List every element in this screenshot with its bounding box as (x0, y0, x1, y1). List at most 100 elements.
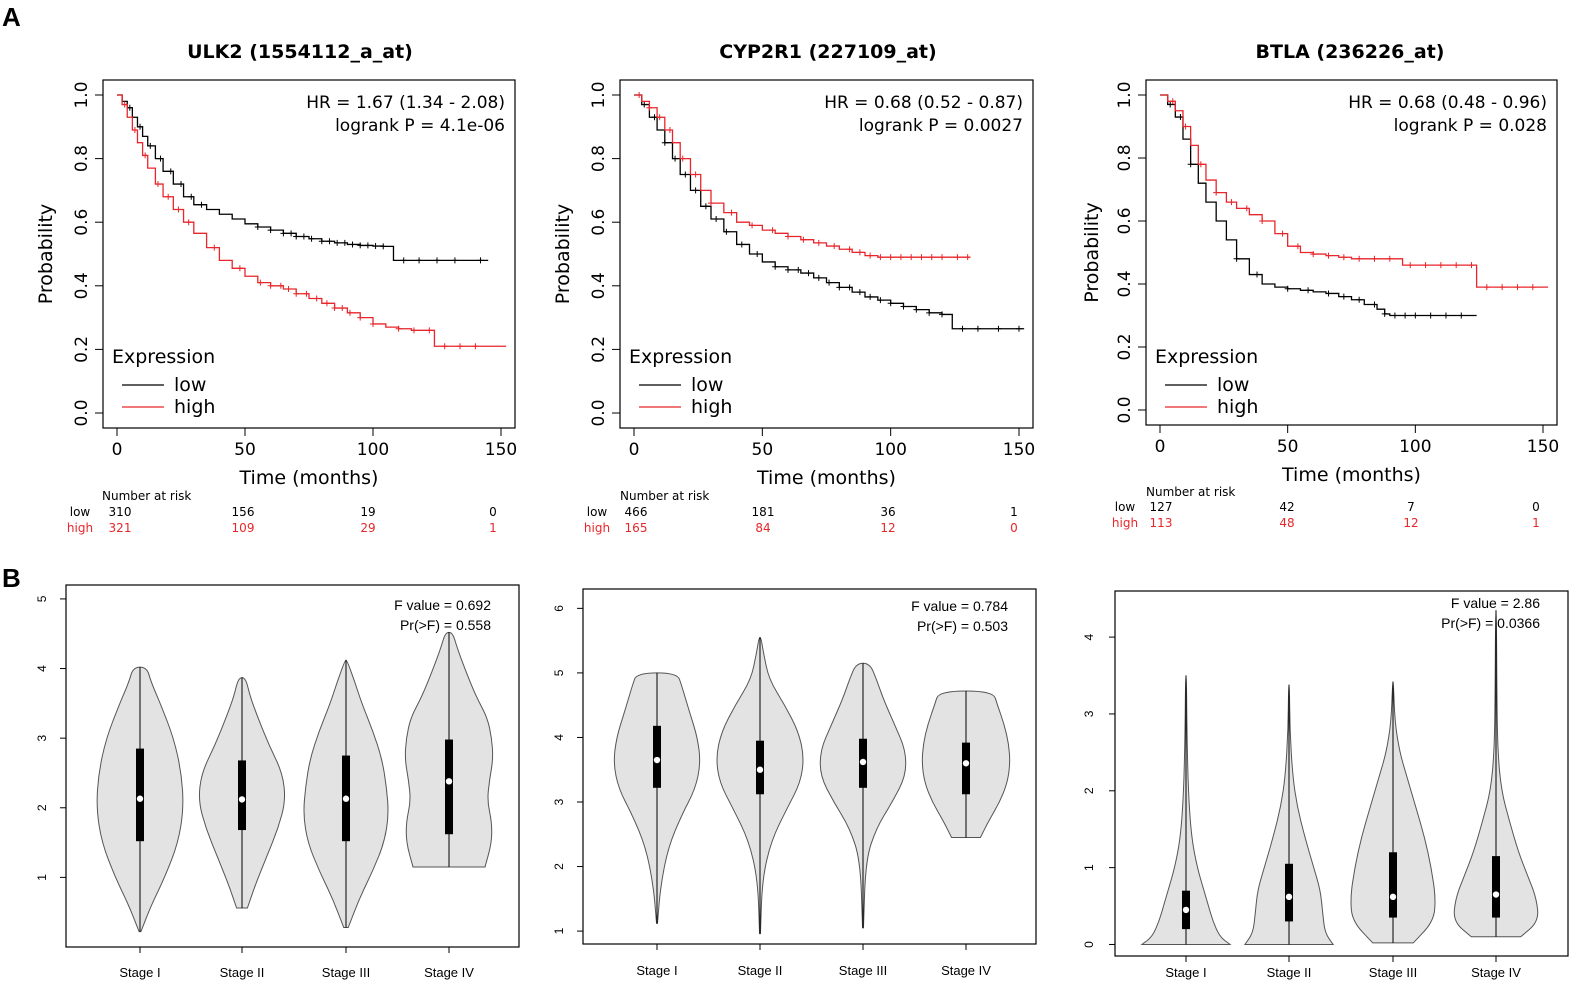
x-category-label: Stage I (636, 963, 677, 978)
censor-mark-high (1213, 189, 1220, 196)
km-curve-low (117, 94, 489, 262)
plot-frame (582, 588, 1037, 945)
censor-mark-low (293, 233, 300, 240)
legend-label-high: high (691, 396, 732, 418)
censor-mark-high (1468, 262, 1475, 269)
y-tick-label: 3 (552, 798, 566, 805)
censor-mark-high (656, 114, 663, 121)
y-tick-label: 0.2 (589, 336, 609, 363)
x-category-label: Stage I (119, 965, 160, 980)
censor-mark-high (457, 343, 464, 350)
censor-mark-high (636, 92, 643, 98)
x-category-label: Stage III (1369, 965, 1417, 980)
censor-mark-high (1294, 243, 1301, 250)
y-tick-label: 3 (1082, 710, 1096, 717)
censor-mark-low (357, 242, 364, 249)
censor-mark-high (939, 254, 945, 261)
plot-frame (65, 584, 520, 948)
censor-mark-high (708, 200, 714, 207)
y-tick-label: 2 (552, 863, 566, 870)
x-category-label: Stage III (322, 965, 370, 980)
censor-mark-low (157, 155, 164, 162)
hr-text: HR = 0.68 (0.52 - 0.87) (824, 93, 1023, 113)
censor-mark-high (1422, 262, 1429, 269)
censor-mark-high (918, 254, 925, 261)
chart-title: CYP2R1 (227109_at) (719, 41, 936, 63)
censor-mark-low (754, 251, 761, 257)
censor-mark-high (1371, 255, 1378, 262)
censor-mark-high (267, 282, 274, 289)
y-tick-label: 4 (1082, 633, 1096, 640)
censor-mark-high (877, 254, 884, 261)
violin-median-dot (653, 756, 661, 764)
censor-mark-low (974, 325, 981, 332)
censor-mark-high (846, 246, 853, 253)
legend-title: Expression (629, 346, 732, 368)
risk-value: 48 (1279, 516, 1294, 530)
y-tick-label: 0.2 (72, 336, 92, 363)
violin-median-dot (962, 760, 970, 767)
charts-group: ULK2 (1554112_a_at)0 50 100 1500.00.20.40.6… (35, 41, 1569, 980)
y-tick-label: 2 (35, 804, 49, 811)
censor-mark-low (723, 228, 730, 235)
censor-mark-high (175, 206, 182, 213)
censor-mark-low (1167, 101, 1174, 108)
risk-value: 466 (625, 505, 648, 519)
risk-value: 36 (880, 505, 895, 519)
risk-row-label: low (1115, 500, 1136, 514)
censor-mark-low (995, 325, 1002, 332)
censor-mark-low (1412, 312, 1419, 319)
x-category-label: Stage II (1267, 965, 1312, 980)
violin-iqr-box (238, 760, 246, 831)
censor-mark-high (257, 279, 264, 286)
y-tick-label: 0.0 (72, 399, 92, 426)
violin-chart-1: 1 2 3 4 5 F value = 0.692 Pr(>F) = 0.558 Stage … (35, 584, 520, 980)
plot-frame (619, 79, 1034, 429)
risk-row-label: high (584, 521, 610, 535)
censor-mark-high (1529, 284, 1536, 291)
logrank-text: logrank P = 0.0027 (859, 116, 1023, 136)
x-category-label: Stage II (738, 963, 783, 978)
risk-value: 156 (232, 505, 255, 519)
censor-mark-high (646, 104, 653, 111)
y-axis-label: Probability (552, 204, 574, 304)
censor-mark-low (661, 139, 668, 146)
risk-value: 321 (109, 521, 132, 535)
y-tick-label: 4 (35, 665, 49, 672)
censor-mark-low (1402, 312, 1409, 319)
x-tick-label: 50 (234, 440, 256, 460)
violin-iqr-box (962, 742, 970, 795)
censor-mark-low (738, 241, 745, 248)
censor-mark-high (679, 155, 686, 162)
x-tick-label: 150 (485, 440, 517, 460)
violin-median-dot (1492, 891, 1500, 898)
censor-mark-high (357, 314, 364, 321)
violin-iqr-box (1389, 852, 1397, 918)
legend-title: Expression (112, 346, 215, 368)
censor-mark-high (908, 254, 915, 261)
legend-label-low: low (174, 374, 206, 396)
y-tick-label: 0.8 (72, 145, 92, 172)
censor-mark-high (1325, 252, 1332, 259)
risk-value: 181 (752, 505, 775, 519)
km-curve-low (1160, 94, 1477, 317)
censor-mark-low (372, 243, 379, 250)
censor-mark-high (897, 254, 904, 261)
x-tick-label: 150 (1527, 437, 1559, 457)
risk-value: 1 (1010, 505, 1018, 519)
risk-row-label: high (67, 521, 93, 535)
censor-mark-low (692, 187, 699, 194)
censor-mark-low (288, 230, 295, 237)
y-tick-label: 1 (1082, 864, 1096, 871)
y-tick-label: 0.6 (589, 209, 609, 236)
censor-mark-low (477, 257, 484, 264)
violin-iqr-box (653, 725, 661, 788)
censor-mark-high (928, 254, 935, 261)
censor-mark-high (666, 126, 673, 133)
legend-title: Expression (1155, 346, 1258, 368)
x-tick-label: 100 (874, 440, 906, 460)
censor-mark-low (805, 270, 812, 277)
censor-mark-high (370, 320, 376, 327)
censor-mark-low (1016, 325, 1022, 332)
